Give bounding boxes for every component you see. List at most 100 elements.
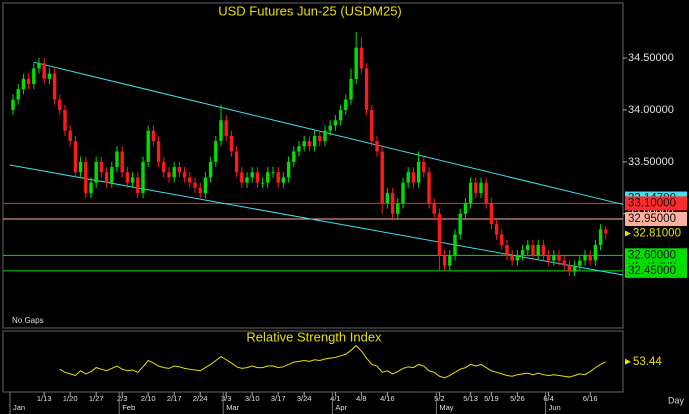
candle-body [188,177,192,183]
candle-body [593,244,598,261]
candle-body [136,177,140,194]
candle-body [63,109,67,131]
month-label: Jun [549,403,561,412]
candle-body [255,172,260,183]
candle-body [208,161,213,178]
candle-body [526,244,530,251]
candle-body [505,244,509,256]
candle-body [151,130,156,142]
candle-body [250,172,254,178]
candle-body [598,229,603,245]
candle-body [370,109,374,142]
price-label-box [625,248,687,263]
trendline [33,61,624,205]
candle-body [474,182,478,194]
candle-body [349,78,353,100]
x-tick-label: 6/16 [583,394,598,403]
candle-body [572,265,577,271]
candle-body [104,172,109,183]
candle-body [406,172,410,183]
candle-body [58,99,62,110]
candle-body [276,172,280,183]
candle-body [562,260,566,266]
x-tick-label: 3/10 [245,394,260,403]
candle-body [411,172,416,183]
x-tick-label: 2/10 [141,394,156,403]
last-price-label: 32.81000 [633,228,681,240]
candle-body [286,161,291,178]
candle-body [156,141,161,162]
candle-body [260,182,265,184]
candle-body [453,234,457,256]
price-label: 32.95000 [628,213,676,225]
candle-body [375,141,379,152]
rsi-last-label: 53.44 [633,356,662,368]
candle-body [11,99,15,110]
x-tick-label: 3/24 [297,394,312,403]
candle-body [442,255,447,266]
x-tick-label: 4/1 [330,394,340,403]
month-label: Feb [122,403,135,412]
x-tick-label: 6/4 [543,394,553,403]
month-label: Jan [13,403,25,412]
candle-body [520,250,525,256]
candle-body [344,99,348,110]
rsi-title: Relative Strength Index [246,329,382,344]
candle-body [468,182,473,204]
candle-body [479,182,483,194]
y-tick-label: 34.00000 [628,104,674,116]
candle-body [515,255,520,261]
y-tick-label: 33.50000 [628,156,674,168]
candle-body [110,167,114,183]
x-tick-label: 1/27 [89,394,104,403]
candle-body [99,161,104,173]
candle-body [323,130,327,142]
candle-body [89,182,93,194]
candle-body [16,89,20,100]
candle-body [271,172,275,174]
candle-body [162,161,166,173]
candle-body [552,255,556,261]
candle-body [177,167,182,173]
candle-body [385,193,390,204]
x-tick-label: 5/13 [463,394,478,403]
candle-body [307,141,312,147]
x-tick-label: 1/13 [37,394,52,403]
candle-body [318,135,322,142]
last-price-arrow [625,230,631,237]
candle-body [234,151,239,173]
candle-body [541,244,546,256]
candle-body [328,125,332,131]
candle-body [26,78,31,84]
candle-body [510,255,514,261]
candle-body [484,182,488,204]
x-tick-label: 5/26 [510,394,525,403]
x-tick-label: 3/3 [221,394,231,403]
x-tick-label: 2/24 [193,394,208,403]
candle-body [380,151,384,204]
candle-body [292,151,296,162]
candle-body [172,167,176,178]
candle-body [120,151,124,173]
candle-body [448,255,452,266]
candle-body [458,213,462,235]
x-tick-label: 2/17 [167,394,182,403]
x-tick-label: 4/8 [356,394,366,403]
month-label: Apr [335,403,347,412]
candle-body [604,229,608,234]
candle-body [390,193,395,214]
candle-body [130,177,135,183]
candle-body [536,244,540,256]
rsi-panel [2,330,624,393]
candle-body [494,224,499,235]
candle-body [37,63,41,69]
candle-body [531,244,535,256]
month-label: May [439,403,453,412]
candle-body [32,68,36,84]
x-tick-label: 1/20 [63,394,78,403]
month-label: Mar [226,403,239,412]
x-axis-label: Day [668,395,685,405]
rsi-last-arrow [625,358,631,365]
candle-body [21,78,26,90]
